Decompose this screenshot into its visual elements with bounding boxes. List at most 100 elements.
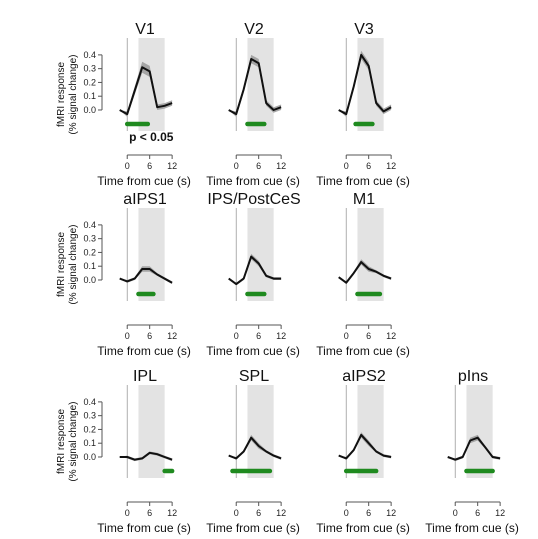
error-band: [228, 54, 282, 117]
y-tick-label: 0.2: [83, 424, 96, 434]
panel-title: V1: [135, 21, 155, 38]
mean-line: [338, 261, 392, 284]
panel-aips1: aIPS1 0.4 0.3 0.2 0.1 0.0 fMRI response (% sign…: [56, 191, 191, 358]
y-tick-label: 0.3: [83, 234, 96, 244]
error-band: [228, 253, 282, 286]
x-tick-label: 0: [125, 161, 130, 171]
x-tick-label: 0: [344, 508, 349, 518]
x-tick-label: 12: [495, 508, 505, 518]
x-tick-label: 6: [147, 331, 152, 341]
x-axis-label: Time from cue (s): [97, 174, 191, 188]
x-tick-label: 12: [386, 161, 396, 171]
y-tick-label: 0.0: [83, 105, 96, 115]
x-tick-label: 12: [167, 161, 177, 171]
error-band: [119, 61, 173, 117]
highlight-window: [357, 208, 384, 301]
x-tick-label: 12: [276, 331, 286, 341]
highlight-window: [138, 385, 165, 478]
x-tick-label: 0: [125, 331, 130, 341]
x-tick-label: 12: [276, 508, 286, 518]
x-tick-label: 6: [366, 161, 371, 171]
x-tick-label: 12: [386, 508, 396, 518]
x-tick-label: 0: [125, 508, 130, 518]
highlight-window: [247, 38, 274, 131]
mean-line: [228, 436, 282, 460]
mean-line: [228, 255, 282, 286]
panel-title: V2: [244, 21, 264, 38]
panel-title: V3: [354, 21, 374, 38]
highlight-window: [138, 208, 165, 301]
panel-title: IPL: [133, 368, 157, 385]
x-tick-label: 12: [167, 331, 177, 341]
y-tick-label: 0.4: [83, 50, 96, 60]
y-axis-label: fMRI response: [56, 232, 67, 297]
y-axis-label: (% signal change): [68, 401, 79, 481]
x-tick-label: 12: [276, 161, 286, 171]
highlight-window: [247, 385, 274, 478]
y-tick-label: 0.3: [83, 411, 96, 421]
x-tick-label: 6: [366, 331, 371, 341]
y-tick-label: 0.0: [83, 452, 96, 462]
y-tick-label: 0.0: [83, 275, 96, 285]
panel-ips-postces: IPS/PostCeS 0 6 12 Time from cue (s): [206, 191, 300, 358]
x-tick-label: 6: [147, 508, 152, 518]
panel-title: aIPS2: [342, 368, 386, 385]
x-axis-label: Time from cue (s): [206, 521, 300, 535]
mean-line: [338, 53, 392, 116]
x-tick-label: 0: [234, 161, 239, 171]
panel-v3: V3 0 6 12 Time from cue (s): [316, 21, 410, 188]
panel-m1: M1 0 6 12 Time from cue (s): [316, 191, 410, 358]
x-axis-label: Time from cue (s): [206, 344, 300, 358]
panel-v1: V1 0.4 0.3 0.2 0.1 0.0 fMRI response (% signal …: [56, 21, 191, 188]
significance-annotation: p < 0.05: [129, 130, 174, 144]
x-tick-label: 0: [344, 331, 349, 341]
x-tick-label: 6: [366, 508, 371, 518]
y-axis-label: (% signal change): [68, 54, 79, 134]
panel-title: IPS/PostCeS: [207, 191, 300, 208]
x-axis-label: Time from cue (s): [97, 344, 191, 358]
panel-ipl: IPL 0.4 0.3 0.2 0.1 0.0 fMRI response (% signal…: [56, 368, 191, 535]
y-axis-label: fMRI response: [56, 409, 67, 474]
panel-v2: V2 0 6 12 Time from cue (s): [206, 21, 300, 188]
highlight-window: [466, 385, 493, 478]
y-tick-label: 0.2: [83, 77, 96, 87]
mean-line: [447, 436, 501, 461]
x-axis-label: Time from cue (s): [206, 174, 300, 188]
y-axis-label: fMRI response: [56, 62, 67, 127]
x-tick-label: 6: [475, 508, 480, 518]
x-axis-label: Time from cue (s): [316, 344, 410, 358]
x-axis-label: Time from cue (s): [97, 521, 191, 535]
x-tick-label: 6: [256, 161, 261, 171]
y-tick-label: 0.4: [83, 220, 96, 230]
panel-title: pIns: [458, 368, 488, 385]
mean-line: [119, 66, 173, 116]
y-axis-label: (% signal change): [68, 224, 79, 304]
x-axis-label: Time from cue (s): [316, 521, 410, 535]
y-tick-label: 0.2: [83, 247, 96, 257]
x-tick-label: 0: [234, 508, 239, 518]
x-axis-label: Time from cue (s): [316, 174, 410, 188]
y-tick-label: 0.4: [83, 397, 96, 407]
x-tick-label: 12: [167, 508, 177, 518]
x-axis-label: Time from cue (s): [425, 521, 519, 535]
panel-spl: SPL 0 6 12 Time from cue (s): [206, 368, 300, 535]
y-tick-label: 0.1: [83, 261, 96, 271]
x-tick-label: 12: [386, 331, 396, 341]
panel-title: M1: [353, 191, 375, 208]
x-tick-label: 0: [344, 161, 349, 171]
mean-line: [228, 58, 282, 116]
mean-line: [119, 451, 173, 461]
mean-line: [119, 268, 173, 284]
mean-line: [338, 433, 392, 460]
x-tick-label: 6: [147, 161, 152, 171]
highlight-window: [357, 385, 384, 478]
y-tick-label: 0.3: [83, 64, 96, 74]
x-tick-label: 6: [256, 331, 261, 341]
y-tick-label: 0.1: [83, 91, 96, 101]
panel-pins: pIns 0 6 12 Time from cue (s): [425, 368, 519, 535]
panel-title: aIPS1: [123, 191, 167, 208]
x-tick-label: 0: [234, 331, 239, 341]
panel-aips2: aIPS2 0 6 12 Time from cue (s): [316, 368, 410, 535]
y-tick-label: 0.1: [83, 438, 96, 448]
